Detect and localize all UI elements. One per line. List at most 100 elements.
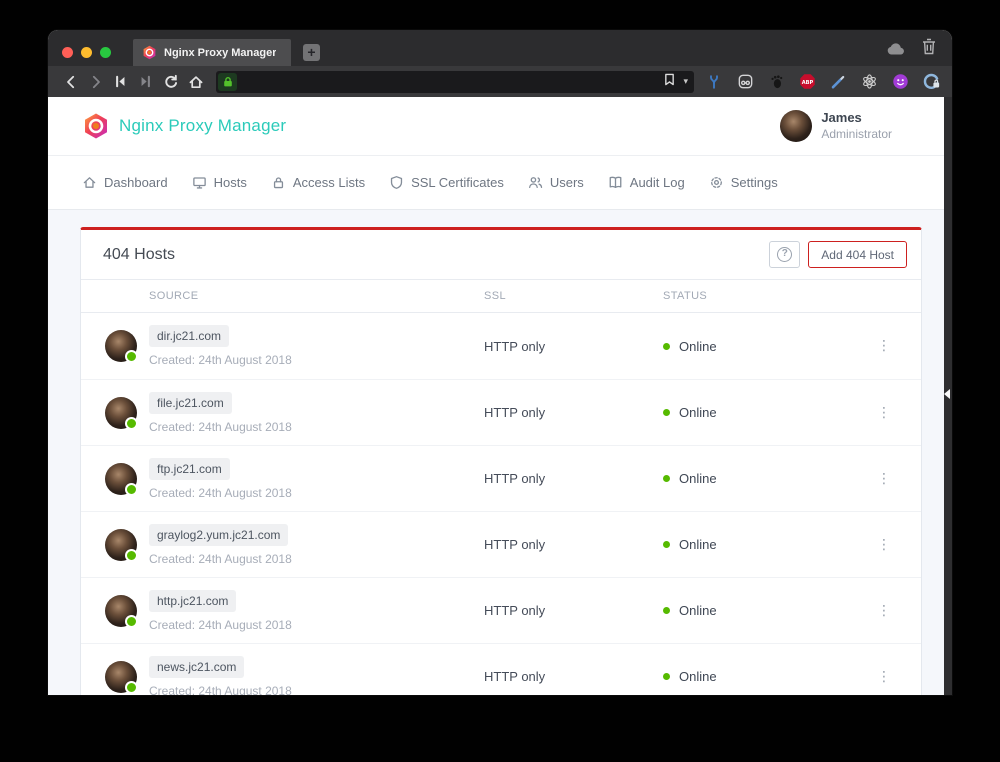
skip-to-start-icon[interactable] <box>108 69 133 94</box>
url-bar[interactable]: ▾ <box>216 70 694 93</box>
brand: Nginx Proxy Manager <box>82 112 286 140</box>
column-source: SOURCE <box>149 290 199 302</box>
nav-label: Dashboard <box>104 175 168 190</box>
card-actions: ? Add 404 Host <box>769 241 907 268</box>
nav-label: Hosts <box>213 175 247 190</box>
row-menu-button[interactable]: ⋮ <box>873 665 895 689</box>
created-date: Created: 24th August 2018 <box>149 617 292 632</box>
shield-icon <box>390 176 403 189</box>
https-lock-icon[interactable] <box>218 72 237 91</box>
status-label: Online <box>679 669 717 684</box>
domain-badge: http.jc21.com <box>149 589 237 612</box>
status-label: Online <box>679 405 717 420</box>
created-date: Created: 24th August 2018 <box>149 485 292 500</box>
row-menu-button[interactable]: ⋮ <box>873 401 895 425</box>
brand-title: Nginx Proxy Manager <box>119 116 287 135</box>
domain-badge: file.jc21.com <box>149 391 232 414</box>
nav-label: SSL Certificates <box>411 175 504 190</box>
extension-icons-row: ABP <box>703 71 942 93</box>
card-header: 404 Hosts ? Add 404 Host <box>81 230 921 279</box>
home-icon <box>83 177 96 188</box>
nav-item-audit-log[interactable]: Audit Log <box>608 175 685 190</box>
domain-badge: news.jc21.com <box>149 655 245 678</box>
owner-avatar <box>105 528 138 562</box>
status-label: Online <box>679 338 717 354</box>
question-icon: ? <box>777 247 793 262</box>
status-dot <box>663 409 670 416</box>
table-row: file.jc21.com Created: 24th August 2018 … <box>81 379 921 445</box>
table-row: dir.jc21.com Created: 24th August 2018 H… <box>81 313 921 379</box>
created-date: Created: 24th August 2018 <box>149 353 292 367</box>
owner-avatar <box>105 462 138 496</box>
nav-item-users[interactable]: Users <box>528 175 584 190</box>
status-dot <box>663 541 670 548</box>
home-icon[interactable] <box>183 69 208 94</box>
reload-icon[interactable] <box>158 69 183 94</box>
table-row: news.jc21.com Created: 24th August 2018 … <box>81 643 921 695</box>
adblock-plus-extension-icon[interactable]: ABP <box>796 71 818 93</box>
owner-avatar <box>105 396 138 430</box>
gnome-foot-extension-icon[interactable] <box>765 71 787 93</box>
plus-icon: + <box>307 44 316 60</box>
owner-avatar <box>105 330 138 363</box>
window-close-button[interactable] <box>62 47 73 58</box>
ssl-value: HTTP only <box>484 338 546 354</box>
purple-addon-extension-icon[interactable] <box>889 71 911 93</box>
panel-collapse-arrow-icon[interactable] <box>944 389 950 399</box>
new-tab-button[interactable]: + <box>303 44 320 61</box>
status-dot <box>663 475 670 482</box>
user-menu[interactable]: James Administrator <box>780 110 892 142</box>
nav-item-hosts[interactable]: Hosts <box>192 175 247 190</box>
ssl-value: HTTP only <box>484 537 546 552</box>
ssl-value: HTTP only <box>484 471 546 486</box>
blue-fork-extension-icon[interactable] <box>703 71 725 93</box>
ssl-value: HTTP only <box>484 669 546 684</box>
bookmarks-dropdown-caret-icon[interactable]: ▾ <box>683 76 688 87</box>
nav-item-dashboard[interactable]: Dashboard <box>82 175 168 190</box>
user-role: Administrator <box>821 126 892 141</box>
add-404-host-button[interactable]: Add 404 Host <box>808 241 907 268</box>
status-label: Online <box>679 603 717 618</box>
browser-window: Nginx Proxy Manager + <box>48 30 952 695</box>
row-menu-button[interactable]: ⋮ <box>873 533 895 557</box>
trash-icon[interactable] <box>922 38 936 58</box>
bookmark-icon[interactable] <box>664 73 675 91</box>
back-icon[interactable] <box>58 69 83 94</box>
row-menu-button[interactable]: ⋮ <box>873 334 895 358</box>
cloud-icon[interactable] <box>886 42 906 58</box>
svg-text:ABP: ABP <box>801 80 813 86</box>
window-zoom-button[interactable] <box>100 47 111 58</box>
users-icon <box>528 177 542 189</box>
nav-item-ssl-certificates[interactable]: SSL Certificates <box>389 175 504 190</box>
nav-label: Access Lists <box>292 175 366 190</box>
privacy-c-lock-extension-icon[interactable] <box>920 71 942 93</box>
tab-title: Nginx Proxy Manager <box>164 46 277 59</box>
container-goggles-extension-icon[interactable] <box>734 71 756 93</box>
page-content: 404 Hosts ? Add 404 Host SOURCE SSL STAT… <box>48 210 952 695</box>
nav-label: Users <box>549 175 584 190</box>
owner-avatar <box>105 660 138 694</box>
window-controls <box>62 47 111 58</box>
ssl-value: HTTP only <box>484 405 546 420</box>
skip-to-end-icon[interactable] <box>133 69 158 94</box>
status-dot <box>663 607 670 614</box>
domain-badge: ftp.jc21.com <box>149 457 230 480</box>
row-menu-button[interactable]: ⋮ <box>873 467 895 491</box>
pen-extension-icon[interactable] <box>827 71 849 93</box>
atom-devtools-extension-icon[interactable] <box>858 71 880 93</box>
page-title: 404 Hosts <box>103 245 176 263</box>
main-nav: Dashboard Hosts Access Lists SSL Certifi… <box>48 156 952 210</box>
nav-item-access-lists[interactable]: Access Lists <box>271 175 365 190</box>
help-button[interactable]: ? <box>769 241 801 268</box>
created-date: Created: 24th August 2018 <box>149 683 292 696</box>
domain-badge: dir.jc21.com <box>149 325 230 347</box>
window-minimize-button[interactable] <box>81 47 92 58</box>
user-avatar <box>780 110 813 142</box>
row-menu-button[interactable]: ⋮ <box>873 599 895 623</box>
hosts-card: 404 Hosts ? Add 404 Host SOURCE SSL STAT… <box>80 227 922 695</box>
forward-icon[interactable] <box>83 69 108 94</box>
lock-icon <box>273 177 283 189</box>
nav-item-settings[interactable]: Settings <box>709 175 778 190</box>
browser-tab[interactable]: Nginx Proxy Manager <box>133 39 291 66</box>
